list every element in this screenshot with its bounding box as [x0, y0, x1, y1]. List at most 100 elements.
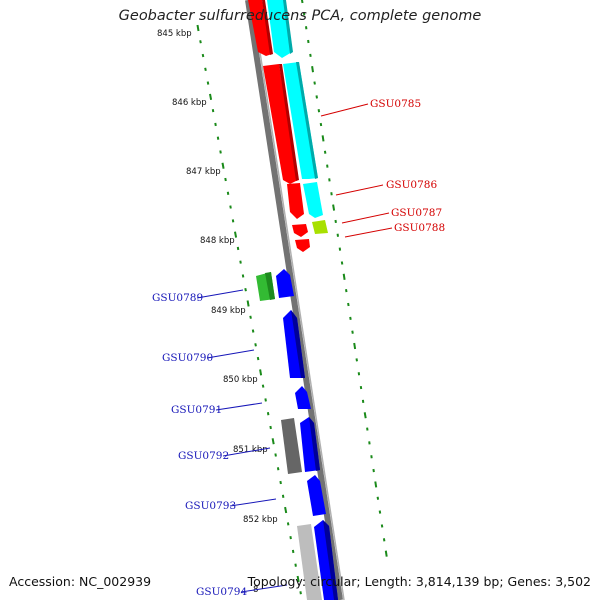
kbp-label-849: 849 kbp [211, 306, 246, 316]
major-tick [321, 135, 325, 142]
gene-label-gsu0790[interactable]: GSU0790 [162, 352, 213, 364]
minor-tick [229, 205, 232, 209]
minor-tick [340, 261, 344, 265]
minor-tick [269, 425, 272, 430]
minor-tick [294, 563, 297, 567]
minor-tick [211, 109, 215, 113]
major-tick [296, 575, 300, 583]
minor-tick [216, 136, 220, 140]
gene-feature-red-3[interactable] [287, 183, 304, 219]
kbp-label-848: 848 kbp [200, 236, 235, 246]
minor-tick [286, 522, 290, 526]
minor-tick [236, 246, 240, 251]
gene-feature-blue-5[interactable] [307, 475, 326, 516]
gene-feature-lime[interactable] [312, 220, 328, 234]
minor-tick [279, 480, 282, 485]
minor-tick [323, 150, 327, 154]
minor-tick [201, 53, 205, 58]
gene-label-gsu0786[interactable]: GSU0786 [386, 179, 437, 191]
minor-tick [204, 67, 207, 71]
minor-tick [231, 219, 235, 223]
gene-label-gsu0787[interactable]: GSU0787 [391, 207, 442, 219]
gene-label-gsu0788[interactable]: GSU0788 [394, 222, 445, 234]
kbp-label-847: 847 kbp [186, 167, 221, 177]
minor-tick [251, 329, 255, 333]
gene-feature-cyan-2[interactable] [283, 62, 318, 179]
minor-tick [347, 302, 350, 307]
major-tick [363, 412, 367, 419]
kbp-label-846: 846 kbp [172, 98, 207, 108]
gene-label-gsu0793[interactable]: GSU0793 [185, 500, 236, 512]
major-tick [374, 481, 378, 488]
major-tick [353, 342, 357, 350]
minor-tick [239, 260, 242, 264]
gene-feature-red-2[interactable] [263, 64, 298, 184]
minor-tick [351, 330, 354, 334]
gene-labels-reverse: GSU0789 GSU0790 GSU0791 GSU0792 GSU0793 … [152, 292, 247, 598]
minor-tick [315, 95, 318, 99]
kbp-label-850: 850 kbp [223, 375, 258, 385]
left-leader-lines [196, 289, 288, 593]
minor-tick [244, 288, 247, 292]
genome-backbone [245, 0, 343, 600]
kbp-label-852: 852 kbp [243, 515, 278, 525]
kbp-label-851: 851 kbp [233, 445, 268, 455]
gene-feature-red-1[interactable] [248, 0, 272, 56]
minor-tick [241, 274, 245, 278]
gene-feature-cyan-3[interactable] [303, 182, 323, 218]
gene-label-gsu0791[interactable]: GSU0791 [171, 404, 222, 416]
gene-label-gsu0794[interactable]: GSU0794 [196, 586, 247, 598]
major-tick [311, 66, 314, 73]
major-tick [209, 93, 213, 100]
accession-text: Accession: NC_002939 [9, 574, 152, 589]
minor-tick [309, 53, 312, 57]
gene-feature-lightgrey[interactable] [297, 524, 322, 600]
minor-tick [249, 315, 252, 319]
major-tick [259, 369, 263, 376]
major-tick [284, 506, 288, 514]
reverse-scale-ticks [196, 24, 302, 595]
gene-feature-red-4[interactable] [292, 224, 308, 237]
gene-label-gsu0792[interactable]: GSU0792 [178, 450, 229, 462]
gene-feature-blue-1[interactable] [276, 269, 294, 298]
minor-tick [274, 453, 277, 457]
minor-tick [317, 109, 321, 113]
minor-tick [355, 358, 358, 362]
minor-tick [299, 591, 302, 595]
major-tick [342, 273, 346, 280]
minor-tick [214, 122, 217, 127]
kbp-label-845: 845 kbp [157, 29, 192, 39]
minor-tick [376, 496, 380, 500]
minor-tick [372, 468, 375, 473]
gene-feature-red-5[interactable] [295, 239, 310, 252]
gene-feature-grey[interactable] [281, 418, 302, 474]
gene-label-gsu0785[interactable]: GSU0785 [370, 98, 421, 110]
gene-labels-forward: GSU0785 GSU0786 GSU0787 GSU0788 [370, 98, 445, 234]
minor-tick [291, 549, 295, 554]
right-leader-lines [320, 103, 393, 238]
minor-tick [313, 81, 316, 85]
minor-tick [261, 384, 265, 388]
minor-tick [206, 81, 210, 85]
major-tick [234, 231, 238, 238]
major-tick [196, 24, 200, 32]
genome-title: Geobacter sulfurreducens PCA, complete g… [118, 8, 482, 24]
major-tick [300, 0, 304, 4]
minor-tick [378, 510, 382, 514]
major-tick [332, 204, 336, 211]
gene-label-gsu0789[interactable]: GSU0789 [152, 292, 203, 304]
major-tick [246, 300, 250, 307]
minor-tick [276, 467, 280, 471]
minor-tick [199, 40, 202, 44]
minor-tick [264, 398, 267, 402]
minor-tick [345, 289, 348, 293]
genome-summary-text: Topology: circular; Length: 3,814,139 bp… [247, 574, 591, 589]
minor-tick [380, 524, 384, 528]
minor-tick [266, 412, 270, 416]
minor-tick [349, 316, 352, 320]
gene-feature-blue-3[interactable] [295, 386, 311, 409]
minor-tick [254, 343, 257, 347]
major-tick [221, 162, 225, 169]
